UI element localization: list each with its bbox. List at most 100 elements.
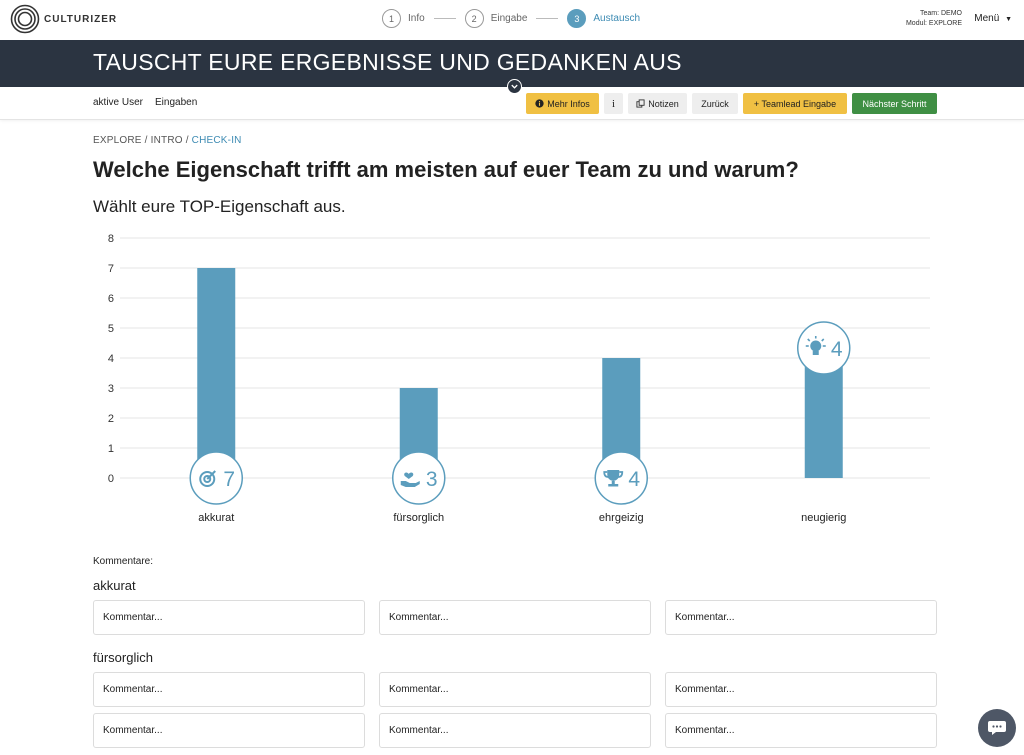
- bulb-base: [812, 351, 819, 355]
- step-connector: [536, 18, 559, 19]
- logo[interactable]: CULTURIZER: [10, 4, 117, 34]
- next-step-label: Nächster Schritt: [862, 98, 927, 109]
- y-tick-label: 6: [108, 293, 114, 305]
- bar-value-label: 7: [223, 468, 235, 491]
- lightbulb-icon: [805, 336, 826, 355]
- collapse-toggle[interactable]: [507, 79, 522, 94]
- comment-input[interactable]: [379, 600, 651, 635]
- x-tick-label: neugierig: [801, 512, 846, 524]
- comment-input[interactable]: [93, 600, 365, 635]
- bulb-ray: [821, 338, 825, 342]
- y-tick-label: 1: [108, 443, 114, 455]
- next-step-button[interactable]: Nächster Schritt: [852, 93, 937, 114]
- bar-value-label: 4: [831, 338, 843, 361]
- top-navigation: CULTURIZER 1 Info 2 Eingabe 3 Austausch …: [0, 0, 1024, 40]
- chart-bar: [804, 358, 843, 478]
- teamlead-input-button[interactable]: + Teamlead Eingabe: [743, 93, 847, 114]
- breadcrumb: EXPLORE / INTRO / CHECK-IN: [93, 135, 242, 146]
- y-tick-label: 0: [108, 473, 114, 485]
- step-connector: [433, 18, 456, 19]
- comment-input[interactable]: [665, 672, 937, 707]
- target-center: [203, 475, 212, 483]
- y-tick-label: 7: [108, 263, 114, 275]
- culturizer-logo-icon: [10, 4, 40, 34]
- progress-stepper: 1 Info 2 Eingabe 3 Austausch: [382, 9, 640, 28]
- chat-button[interactable]: [978, 709, 1016, 747]
- results-bar-chart: 0 1 2 3 4 5 6 7 8 7 akkurat 3 fürsorglich 4 ehrgeizig 4…: [108, 233, 930, 524]
- x-tick-label: akkurat: [198, 512, 234, 524]
- heart-shape: [404, 472, 414, 479]
- x-tick-label: fürsorglich: [393, 512, 444, 524]
- back-button[interactable]: Zurück: [692, 93, 738, 114]
- chevron-down-icon: [511, 84, 518, 89]
- y-tick-label: 8: [108, 233, 114, 245]
- page-subtitle: Wählt eure TOP-Eigenschaft aus.: [93, 197, 346, 216]
- module-name: Modul: EXPLORE: [905, 20, 962, 27]
- menu-dropdown[interactable]: Menü ▼: [974, 13, 1012, 24]
- trophy-icon: [603, 470, 624, 487]
- banner-title: TAUSCHT EURE ERGEBNISSE UND GEDANKEN AUS: [93, 49, 682, 75]
- menu-label: Menü: [974, 13, 1000, 24]
- trophy-cup: [607, 470, 620, 481]
- more-info-label: Mehr Infos: [547, 98, 590, 109]
- badge-circle: [594, 451, 648, 505]
- active-users-link[interactable]: aktive User: [93, 97, 144, 108]
- notes-button[interactable]: Notizen: [628, 93, 687, 114]
- bulb-ray: [807, 338, 811, 342]
- comment-input[interactable]: [379, 672, 651, 707]
- inputs-link[interactable]: Eingaben: [155, 97, 198, 108]
- teamlead-label: + Teamlead Eingabe: [753, 98, 837, 109]
- comment-input[interactable]: [665, 713, 937, 748]
- value-badge: 3: [392, 451, 446, 505]
- caring-hand-icon: [400, 472, 420, 487]
- info-circle-icon: [535, 99, 544, 108]
- y-tick-label: 2: [108, 413, 114, 425]
- value-badge: 7: [189, 451, 243, 505]
- comment-group-title: fürsorglich: [93, 650, 153, 665]
- trophy-stem: [611, 481, 615, 484]
- y-tick-label: 4: [108, 353, 114, 365]
- bar-value-label: 4: [628, 468, 640, 491]
- sub-navigation: aktive User Eingaben: [93, 97, 197, 108]
- bulb-glass: [810, 340, 822, 352]
- step-number: 3: [567, 9, 587, 28]
- target-ring: [199, 471, 216, 487]
- comment-input[interactable]: [665, 600, 937, 635]
- breadcrumb-separator: /: [185, 135, 189, 146]
- step-label: Austausch: [593, 13, 641, 24]
- trophy-base: [608, 484, 619, 487]
- info-icon: i: [611, 97, 616, 110]
- comments-label: Kommentare:: [93, 556, 154, 567]
- team-name: Team: DEMO: [919, 10, 962, 17]
- breadcrumb-separator: /: [144, 135, 148, 146]
- info-button[interactable]: i: [604, 93, 623, 114]
- breadcrumb-intro[interactable]: INTRO: [150, 135, 183, 146]
- back-label: Zurück: [701, 98, 729, 109]
- badge-circle: [797, 321, 851, 375]
- value-badge: 4: [594, 451, 648, 505]
- comment-input[interactable]: [93, 713, 365, 748]
- comment-input[interactable]: [93, 672, 365, 707]
- chart-bar: [197, 268, 236, 478]
- comment-group-title: akkurat: [93, 578, 136, 593]
- step-austausch[interactable]: 3 Austausch: [567, 9, 640, 28]
- team-info: Team: DEMO Modul: EXPLORE: [906, 9, 962, 29]
- copy-notes-icon: [636, 99, 645, 108]
- breadcrumb-explore[interactable]: EXPLORE: [93, 135, 142, 146]
- badge-circle: [189, 451, 243, 505]
- comment-input[interactable]: [379, 713, 651, 748]
- step-info[interactable]: 1 Info: [382, 9, 425, 28]
- brand-name: CULTURIZER: [44, 13, 118, 25]
- step-eingabe[interactable]: 2 Eingabe: [464, 9, 528, 28]
- page-title: Welche Eigenschaft trifft am meisten auf…: [93, 157, 799, 182]
- step-label: Eingabe: [490, 13, 528, 24]
- target-arrow: [206, 470, 216, 480]
- badge-circle: [392, 451, 446, 505]
- bar-value-label: 3: [426, 468, 438, 491]
- chat-icon: [988, 721, 1006, 735]
- hand-shape: [400, 481, 420, 487]
- more-info-button[interactable]: Mehr Infos: [526, 93, 599, 114]
- step-number: 1: [382, 9, 401, 28]
- value-badge: 4: [797, 321, 851, 375]
- target-icon: [199, 470, 216, 487]
